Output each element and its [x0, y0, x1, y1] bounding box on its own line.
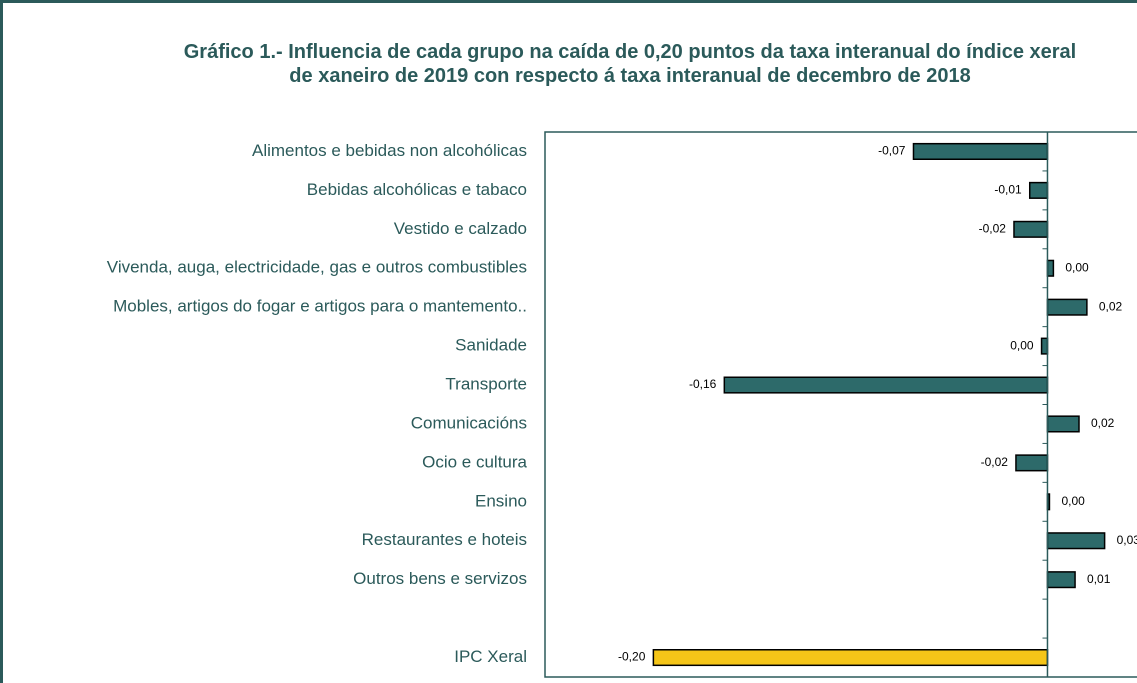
bar [1046, 298, 1088, 316]
bar [723, 376, 1049, 394]
category-label: Ocio e cultura [422, 452, 527, 471]
value-label: -0,01 [994, 183, 1022, 197]
category-label: Vestido e calzado [394, 219, 527, 238]
category-label: Restaurantes e hoteis [362, 530, 527, 549]
category-label: Mobles, artigos do fogar e artigos para … [113, 297, 527, 316]
value-label: 0,01 [1087, 572, 1111, 586]
value-label: -0,02 [981, 455, 1009, 469]
category-label: Vivenda, auga, electricidade, gas e outr… [107, 258, 527, 277]
bar [1015, 454, 1049, 472]
value-label: -0,16 [689, 377, 717, 391]
chart-title: Gráfico 1.- Influencia de cada grupo na … [183, 41, 1077, 87]
value-label: 0,03 [1117, 533, 1137, 547]
plot-frame [544, 131, 1137, 678]
value-label: 0,00 [1061, 494, 1085, 508]
bar [1046, 259, 1055, 277]
value-label: 0,02 [1091, 416, 1115, 430]
value-label: -0,02 [979, 221, 1007, 235]
bar [1046, 571, 1076, 589]
bar [1046, 532, 1106, 550]
bar [912, 142, 1049, 161]
category-label: Alimentos e bebidas non alcohólicas [252, 141, 527, 160]
value-label: -0,07 [878, 144, 906, 158]
category-label: Sanidade [455, 336, 527, 355]
value-label: 0,00 [1065, 260, 1089, 274]
bar [1046, 415, 1080, 433]
category-label: Ensino [475, 491, 527, 510]
category-label: IPC Xeral [454, 647, 527, 666]
category-label: Outros bens e servizos [353, 569, 527, 588]
value-label: -0,20 [618, 650, 646, 664]
bar [1013, 220, 1049, 238]
category-label: Comunicacións [411, 413, 527, 432]
bar [1028, 181, 1049, 199]
bar [652, 649, 1049, 667]
value-label: 0,00 [1010, 338, 1034, 352]
category-label: Bebidas alcohólicas e tabaco [307, 180, 527, 199]
value-label: 0,02 [1099, 299, 1123, 313]
bar [1040, 337, 1049, 355]
category-label: Transporte [445, 375, 527, 394]
